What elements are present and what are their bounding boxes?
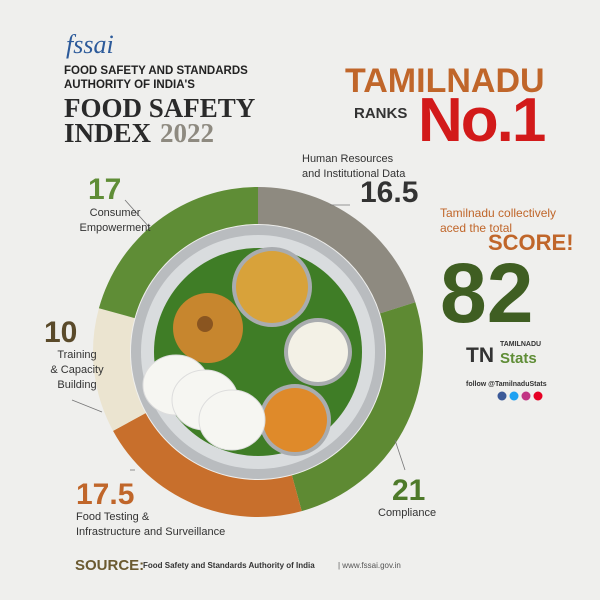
rank-state: TAMILNADU (345, 62, 545, 100)
facebook-icon[interactable] (497, 391, 507, 401)
brand-follow: follow @TamilnaduStats (466, 381, 547, 388)
brand-small: TAMILNADU (500, 341, 542, 348)
rank-position: No.1 (418, 86, 546, 155)
donut-segment (98, 187, 259, 319)
leader-line (394, 439, 406, 471)
donut-segment (291, 302, 423, 512)
segment-value: 21 (392, 474, 426, 507)
year: 2022 (160, 118, 214, 148)
segment-value: 10 (44, 316, 78, 349)
logo: fssai (66, 30, 114, 59)
leader-line (71, 399, 103, 413)
social-icons (497, 391, 543, 401)
pinterest-icon[interactable] (533, 391, 543, 401)
score-total: 82 (440, 246, 534, 340)
segment-label: Human Resources and Institutional Data (302, 153, 406, 180)
score-text: Tamilnadu collectively aced the total (440, 206, 557, 235)
segment-label: Training & Capacity Building (50, 349, 104, 391)
brand-tn: TN (466, 344, 494, 367)
idli (198, 389, 266, 451)
segment-value: 17 (88, 173, 122, 206)
donut-segment (113, 413, 302, 517)
rank-label: RANKS (354, 105, 408, 122)
bowl-food (288, 322, 348, 382)
source-label: SOURCE: (75, 557, 145, 574)
segment-value: 16.5 (360, 176, 419, 209)
donut-segment (92, 308, 146, 431)
instagram-icon[interactable] (521, 391, 531, 401)
score-highlight: SCORE! (488, 230, 574, 255)
title: FOOD SAFETY INDEX (64, 93, 256, 148)
segment-label: Food Testing & Infrastructure and Survei… (76, 511, 226, 538)
vada-hole (197, 316, 213, 332)
authority: FOOD SAFETY AND STANDARDS AUTHORITY OF I… (64, 65, 248, 91)
donut-segment (258, 187, 416, 314)
twitter-icon[interactable] (509, 391, 519, 401)
source-text: Food Safety and Standards Authority of I… (143, 561, 315, 570)
segment-value: 17.5 (76, 478, 135, 511)
segment-label: Consumer Empowerment (79, 207, 151, 234)
bowl-food (236, 251, 308, 323)
segment-label: Compliance (378, 507, 437, 519)
source-url: | www.fssai.gov.in (338, 561, 401, 570)
brand-stats: Stats (500, 350, 537, 367)
leader-line (124, 199, 151, 229)
bowl-food (263, 388, 327, 452)
